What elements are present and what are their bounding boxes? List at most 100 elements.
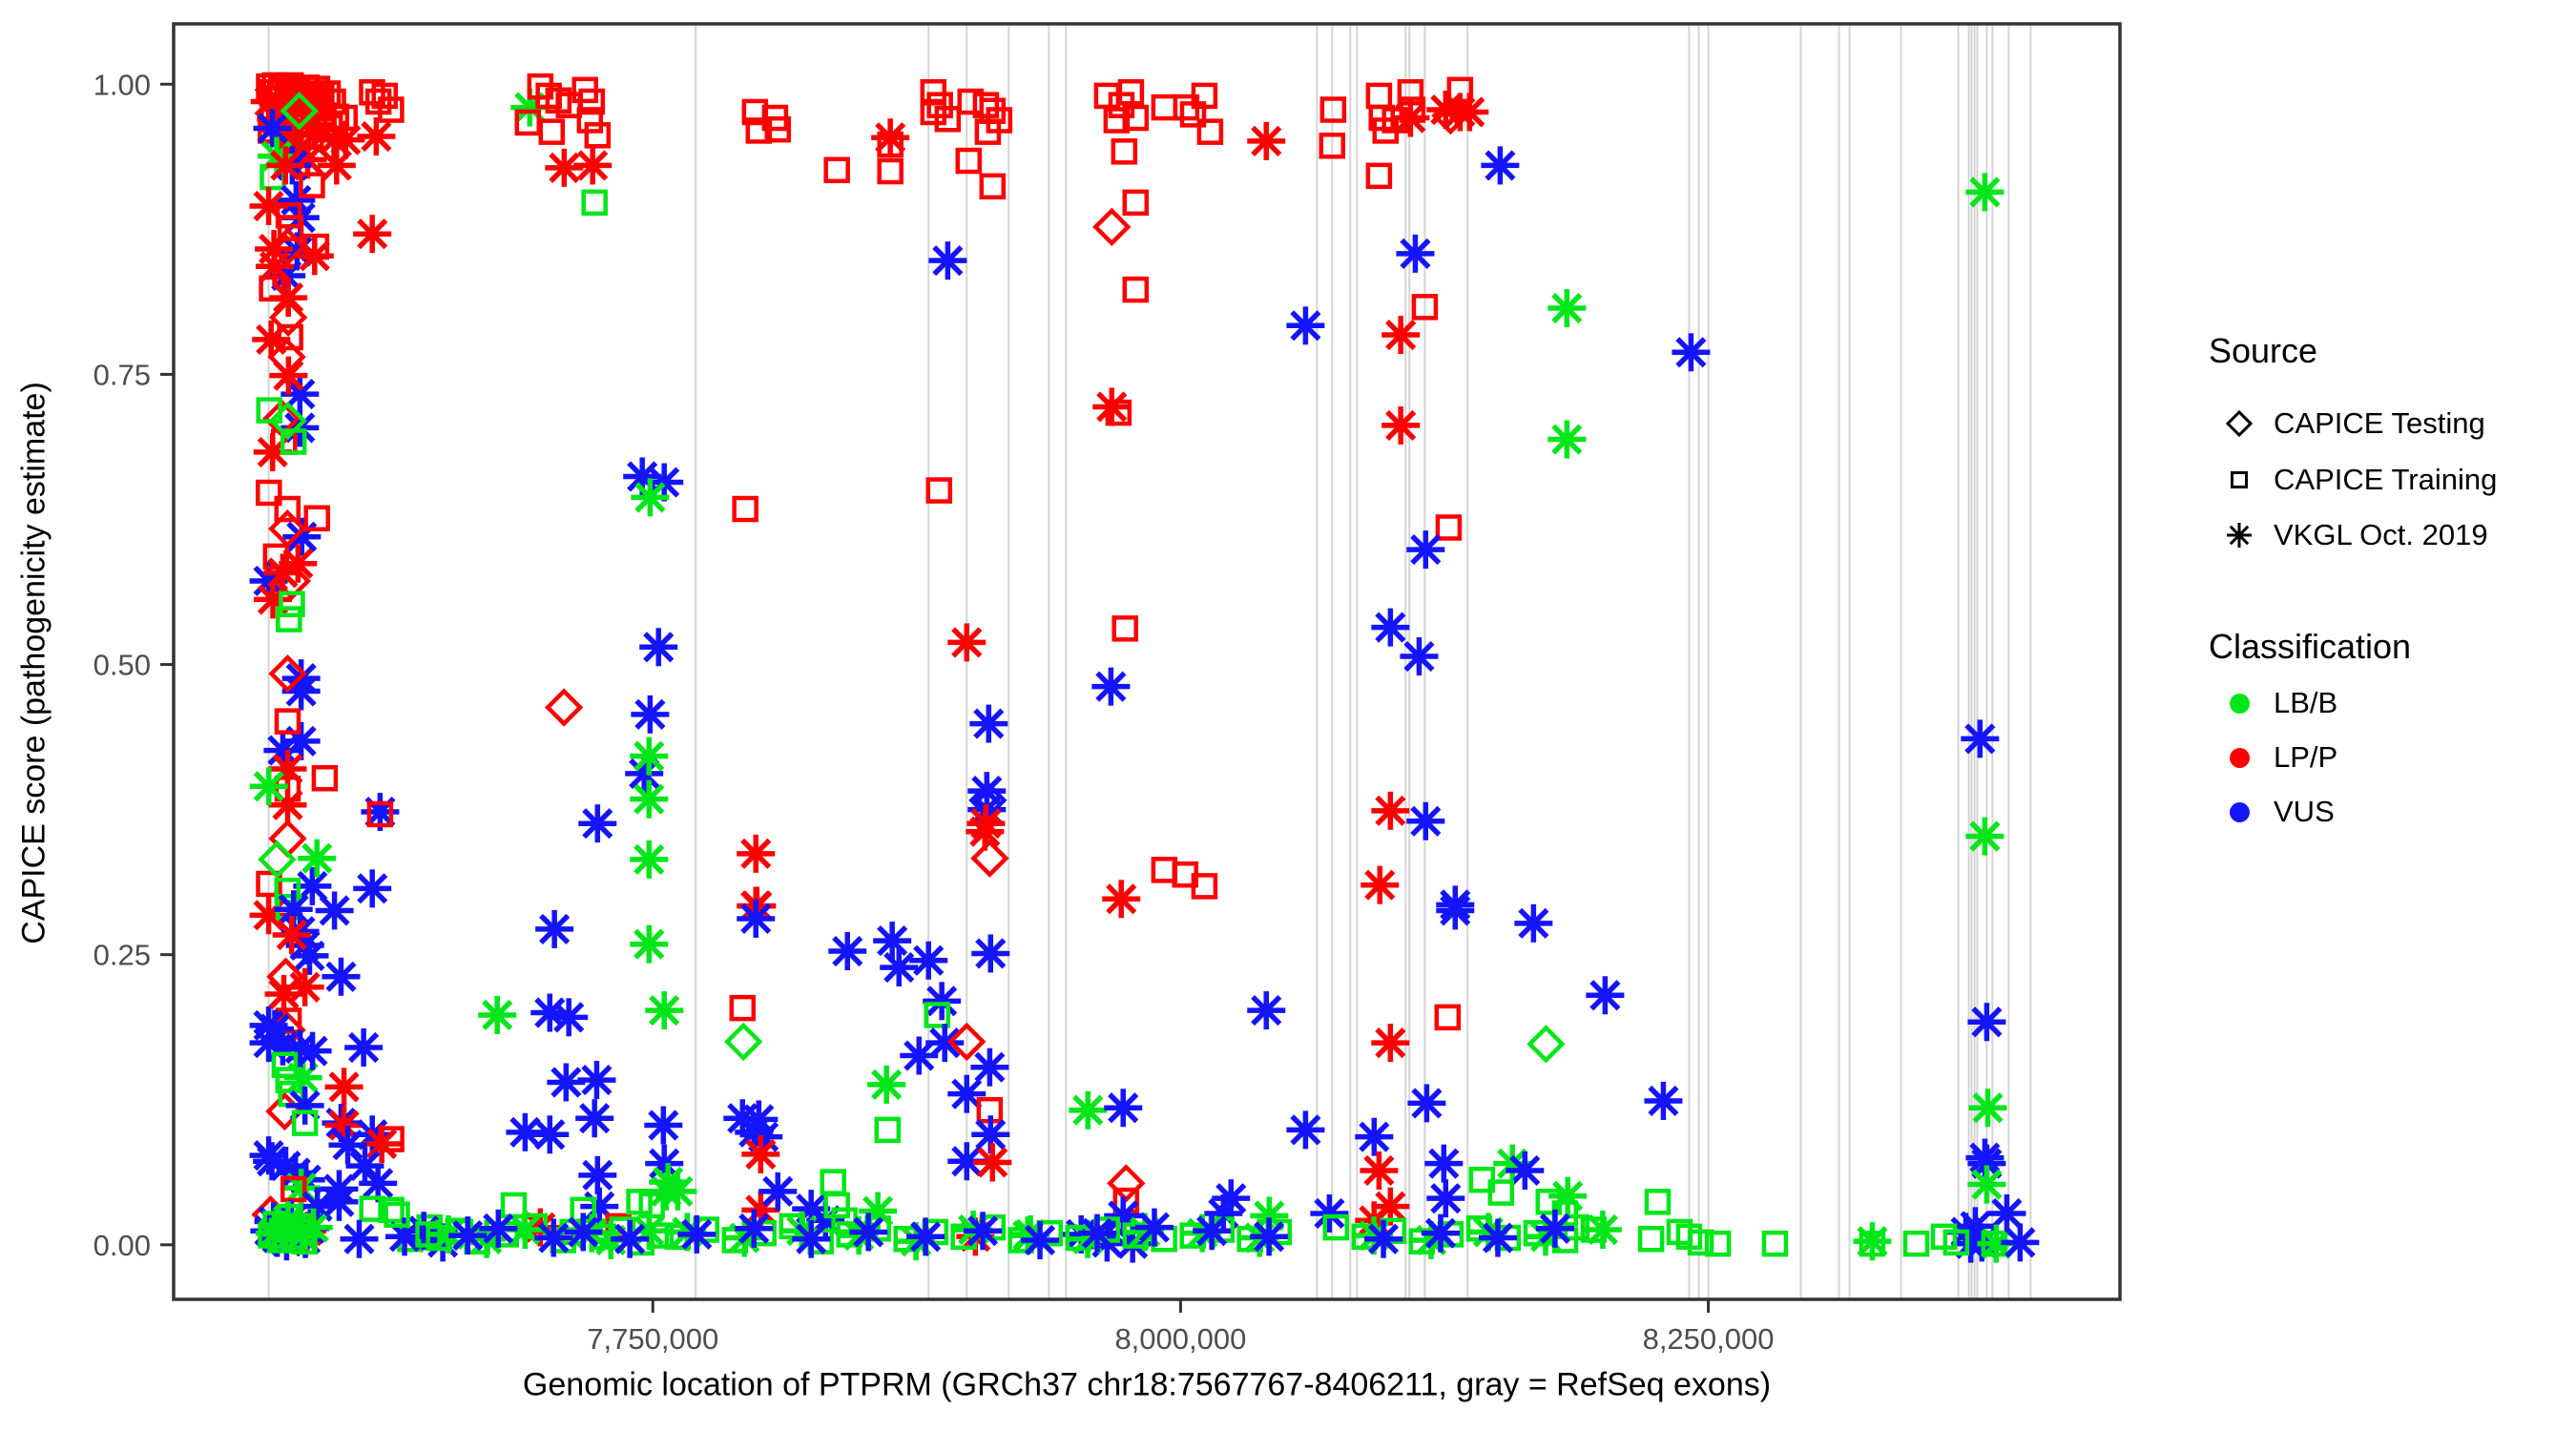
marker-vkgl-vus [873, 922, 912, 961]
marker-train-lpp [1365, 162, 1393, 190]
marker-train-lpp [378, 1126, 405, 1152]
marker-train-lpp [274, 495, 301, 523]
marker-vkgl-vus [1091, 667, 1131, 706]
marker-vkgl-vus [1506, 1151, 1545, 1190]
marker-vkgl-vus [315, 891, 354, 930]
marker-vkgl-vus [277, 180, 316, 219]
marker-test-lbb [724, 1022, 763, 1062]
y-tick-label: 0.50 [93, 649, 151, 682]
marker-test-lpp [544, 688, 584, 727]
marker-train-lbb [359, 1195, 385, 1222]
marker-train-lpp [1196, 118, 1224, 145]
marker-train-lbb [1487, 1179, 1515, 1206]
marker-train-lpp [1151, 857, 1178, 883]
marker-vkgl-vus [1987, 1193, 2026, 1233]
marker-train-lpp [979, 173, 1007, 200]
marker-test-lpp [970, 839, 1009, 878]
marker-test-lpp [268, 654, 307, 694]
marker-vkgl-vus [253, 109, 292, 148]
marker-vkgl-vus [285, 1086, 324, 1125]
color-dot-icon [2229, 801, 2250, 822]
marker-vkgl-vus [644, 1106, 683, 1145]
marker-vkgl-vus [970, 1047, 1009, 1087]
marker-test-lpp [272, 561, 312, 601]
marker-vkgl-vus [1426, 1179, 1465, 1218]
marker-train-lbb [276, 606, 302, 633]
marker-vkgl-lpp [1391, 98, 1430, 137]
marker-vkgl-vus [1421, 1213, 1460, 1253]
marker-vkgl-vus [1247, 991, 1286, 1030]
marker-vkgl-vus [964, 1212, 1003, 1251]
marker-test-lbb [268, 401, 307, 441]
marker-train-lpp [538, 118, 566, 145]
marker-train-lpp [371, 82, 399, 110]
marker-vkgl-lpp [1381, 405, 1421, 445]
marker-train-lpp [274, 708, 301, 735]
y-tick-label: 1.00 [93, 68, 151, 101]
marker-vkgl-vus [735, 1209, 774, 1248]
marker-vkgl-lpp [1381, 316, 1421, 355]
marker-vkgl-vus [322, 957, 361, 996]
marker-vkgl-vus [923, 982, 962, 1021]
marker-vkgl-lpp [871, 118, 910, 157]
marker-vkgl-lpp [253, 580, 292, 619]
marker-vkgl-vus [1436, 891, 1475, 930]
marker-test-lpp [268, 298, 308, 337]
marker-train-lpp [972, 92, 1000, 118]
marker-vkgl-lbb [1965, 817, 2005, 856]
marker-vkgl-vus [971, 934, 1010, 973]
marker-vkgl-lpp [741, 1134, 780, 1173]
marker-train-lpp [1122, 276, 1150, 303]
marker-vkgl-lbb [1583, 1211, 1622, 1250]
marker-vkgl-vus [900, 1036, 939, 1075]
marker-train-lpp [1365, 82, 1393, 110]
marker-vkgl-vus [792, 1219, 831, 1258]
marker-train-lpp [926, 92, 953, 118]
marker-train-lpp [1434, 1004, 1462, 1031]
marker-train-lpp [299, 172, 325, 198]
marker-train-lpp [823, 156, 850, 184]
marker-vkgl-vus [1286, 1110, 1325, 1150]
marker-train-lbb [638, 1192, 665, 1219]
marker-vkgl-lbb [1069, 1090, 1108, 1130]
marker-vkgl-vus [1286, 306, 1325, 345]
square-icon [2231, 471, 2248, 488]
marker-train-lbb [924, 1002, 951, 1028]
legend-item-label: LB/B [2274, 686, 2338, 719]
y-tick-label: 0.25 [93, 939, 151, 972]
marker-vkgl-vus [534, 1218, 573, 1257]
x-tick-label: 8,000,000 [1114, 1322, 1246, 1356]
marker-vkgl-vus [1078, 1213, 1117, 1253]
marker-vkgl-vus [880, 948, 919, 987]
legend-classification-title: Classification [2209, 627, 2412, 666]
marker-train-lpp [378, 96, 405, 123]
marker-train-lpp [1117, 79, 1145, 106]
legend-item-lbb: LB/B [2218, 682, 2337, 724]
marker-vkgl-vus [1672, 333, 1711, 372]
marker-vkgl-lbb [1968, 1089, 2007, 1128]
legend-item-label: CAPICE Training [2274, 463, 2498, 496]
marker-train-lpp [303, 505, 330, 532]
panel-border [172, 22, 2122, 1301]
marker-train-lpp [262, 543, 290, 570]
asterisk-icon [2227, 523, 2252, 548]
marker-vkgl-vus [828, 932, 867, 971]
marker-vkgl-vus [448, 1216, 488, 1255]
marker-vkgl-vus [1424, 1144, 1464, 1183]
marker-train-lpp [366, 800, 394, 828]
marker-vkgl-lpp [573, 146, 613, 185]
marker-vkgl-vus [353, 869, 392, 908]
marker-train-lpp [925, 477, 953, 504]
marker-test-lbb [1527, 1025, 1566, 1064]
marker-train-lpp [732, 495, 758, 523]
marker-train-lpp [1319, 96, 1347, 123]
marker-vkgl-vus [1310, 1193, 1349, 1233]
marker-train-lpp [256, 479, 282, 507]
marker-train-lbb [1902, 1230, 1930, 1257]
legend-item-capice-training: CAPICE Training [2218, 459, 2497, 501]
legend-item-label: CAPICE Testing [2274, 406, 2485, 440]
marker-vkgl-lbb [1548, 420, 1587, 459]
legend-item-label: LP/P [2274, 740, 2338, 774]
marker-train-lpp [277, 215, 304, 241]
